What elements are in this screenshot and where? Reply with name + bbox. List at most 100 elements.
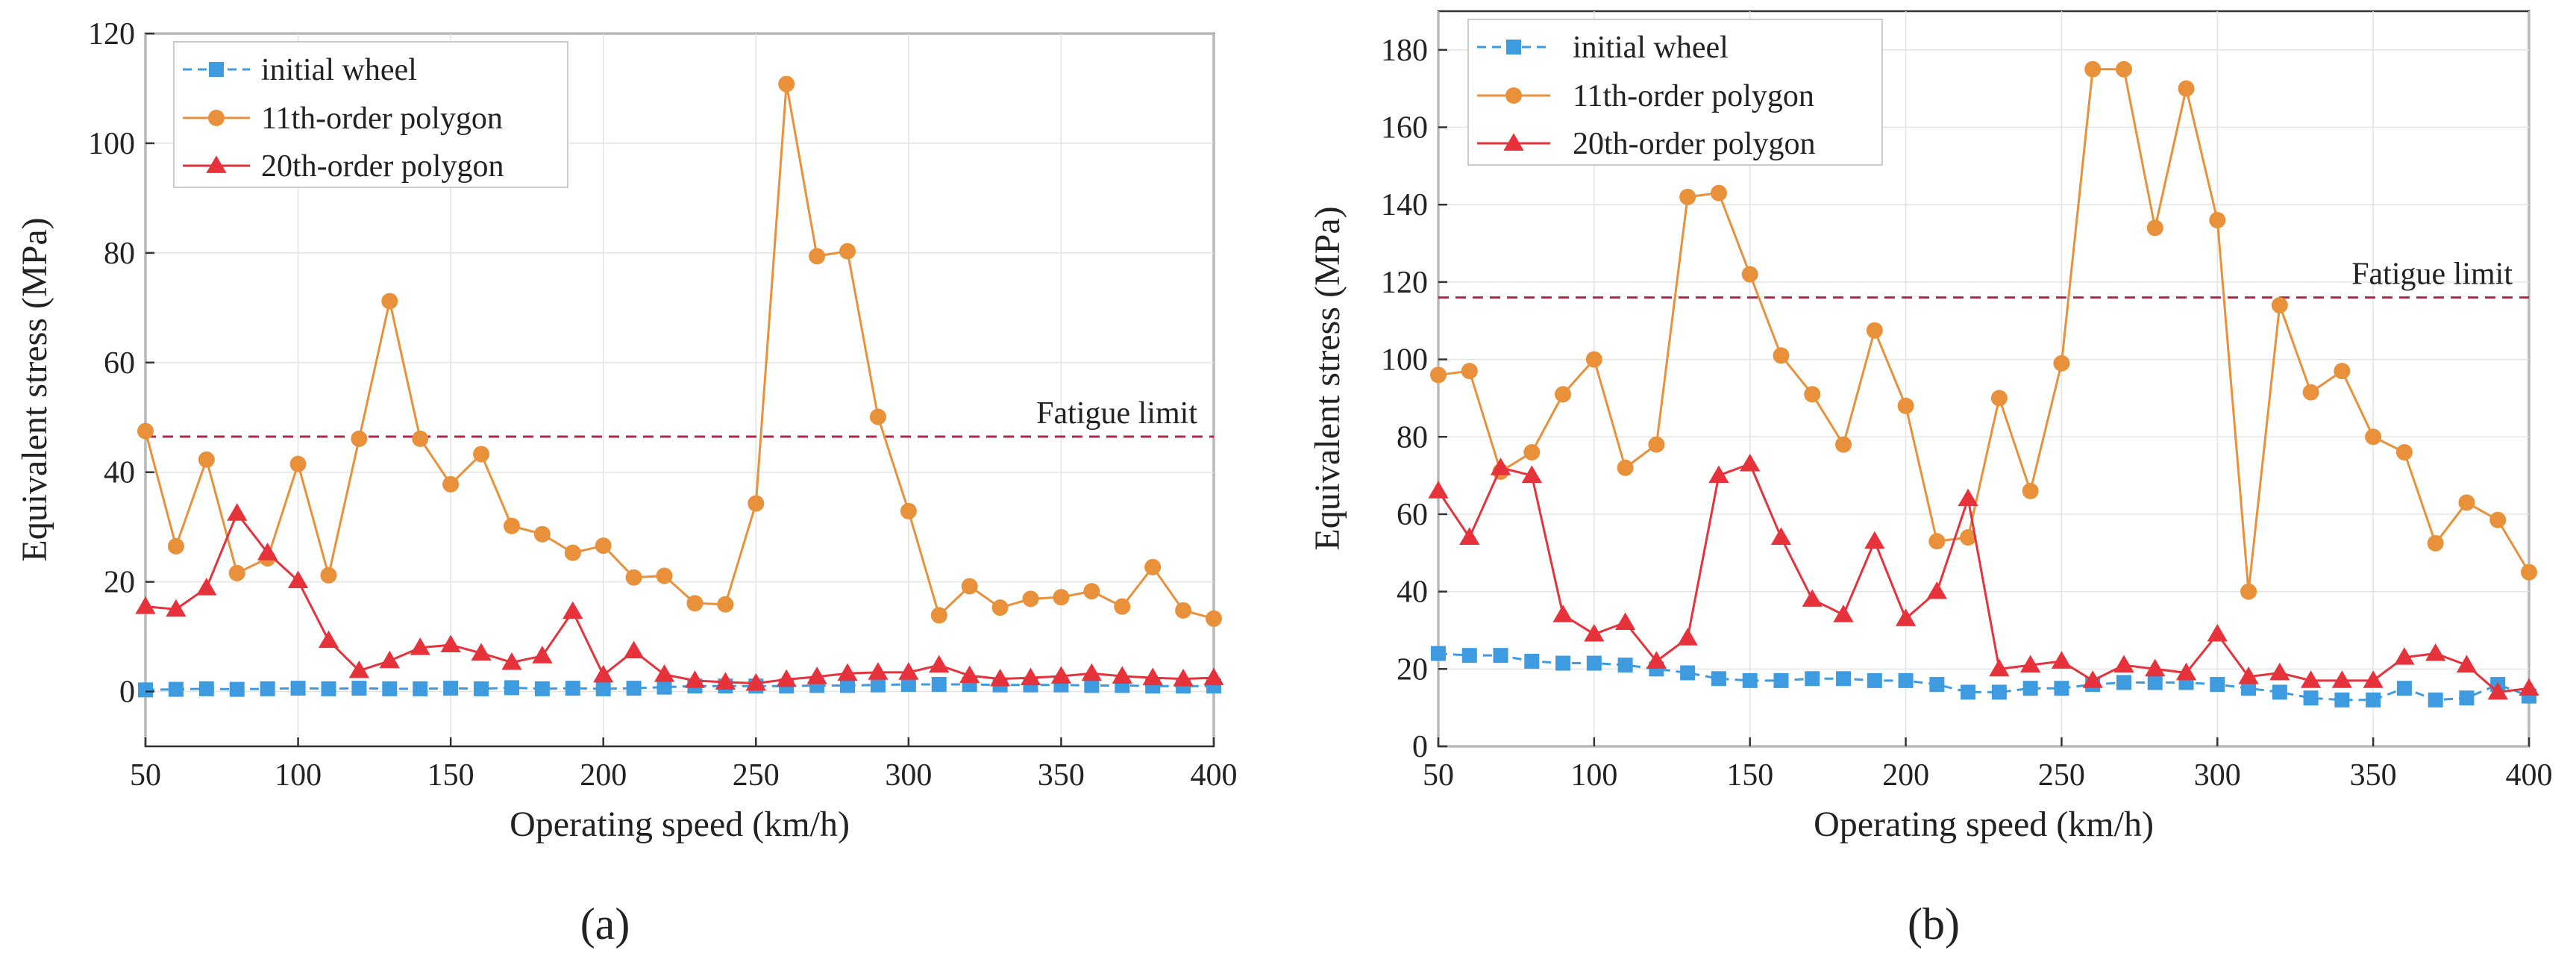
point-initial-wheel-b [1524, 653, 1540, 669]
point-20th-order-polygon-a [440, 634, 461, 652]
point-initial-wheel-a [870, 677, 886, 693]
legend-b: initial wheel 11th-order polygon 20th-or… [1467, 19, 1883, 166]
point-11th-order-polygon-a [686, 595, 703, 612]
x-tick-label: 100 [1570, 758, 1617, 793]
point-initial-wheel-a [443, 681, 459, 696]
point-20th-order-polygon-b [2487, 681, 2508, 700]
point-11th-order-polygon-b [1523, 444, 1541, 460]
legend-text-20th-order-a: 20th-order polygon [261, 149, 504, 184]
point-11th-order-polygon-b [2427, 534, 2444, 552]
point-11th-order-polygon-a [320, 566, 337, 584]
point-11th-order-polygon-b [1928, 533, 1946, 550]
y-tick-label: 80 [104, 237, 135, 271]
point-11th-order-polygon-b [1804, 386, 1821, 403]
point-initial-wheel-a [351, 681, 367, 696]
point-20th-order-polygon-b [1864, 531, 1885, 549]
point-11th-order-polygon-b [2053, 355, 2070, 372]
point-20th-order-polygon-b [2020, 655, 2041, 673]
point-initial-wheel-b [2022, 681, 2038, 696]
point-20th-order-polygon-b [2113, 655, 2134, 673]
y-tick-label: 140 [1381, 188, 1428, 222]
point-11th-order-polygon-b [2178, 80, 2195, 97]
x-axis-label-a: Operating speed (km/h) [510, 805, 850, 844]
point-20th-order-polygon-a [1050, 666, 1072, 684]
point-20th-order-polygon-a [959, 665, 980, 684]
point-20th-order-polygon-b [2425, 643, 2446, 661]
point-initial-wheel-b [2303, 690, 2319, 706]
point-initial-wheel-b [1867, 672, 1882, 688]
point-initial-wheel-a [138, 682, 153, 698]
point-initial-wheel-b [1805, 671, 1820, 687]
point-20th-order-polygon-a [1081, 663, 1102, 681]
point-initial-wheel-a [900, 676, 916, 692]
point-20th-order-polygon-a [1142, 667, 1163, 686]
legend-marker-11th-order-a [208, 110, 225, 126]
point-11th-order-polygon-b [1648, 436, 1665, 453]
y-tick-label: 120 [1381, 266, 1428, 300]
point-initial-wheel-a [382, 681, 398, 696]
point-20th-order-polygon-a [379, 650, 400, 669]
point-11th-order-polygon-b [2271, 297, 2288, 313]
point-11th-order-polygon-a [137, 422, 154, 440]
point-20th-order-polygon-a [868, 662, 889, 680]
point-20th-order-polygon-a [227, 503, 248, 521]
point-20th-order-polygon-b [2238, 666, 2259, 684]
legend-marker-initial-wheel-b [1506, 40, 1521, 54]
legend-marker-11th-order-b [1505, 87, 1522, 104]
point-20th-order-polygon-b [2145, 658, 2166, 677]
point-11th-order-polygon-a [1053, 589, 1070, 606]
point-11th-order-polygon-a [900, 502, 917, 519]
panel-label-b: (b) [1908, 899, 1960, 949]
x-tick-label: 350 [2350, 758, 2397, 793]
y-tick-label: 180 [1381, 34, 1428, 68]
y-tick-label: 100 [88, 127, 135, 161]
point-20th-order-polygon-b [1802, 589, 1823, 607]
point-initial-wheel-b [1586, 655, 1602, 671]
x-tick-label: 150 [427, 758, 474, 793]
point-20th-order-polygon-a [532, 646, 553, 664]
point-initial-wheel-b [2210, 677, 2225, 693]
point-11th-order-polygon-a [717, 596, 734, 613]
legend-text-11th-order-b: 11th-order polygon [1573, 79, 1814, 113]
point-11th-order-polygon-b [2022, 482, 2039, 499]
point-20th-order-polygon-b [1958, 488, 1978, 507]
point-20th-order-polygon-a [593, 664, 614, 683]
point-initial-wheel-a [1084, 678, 1100, 693]
point-11th-order-polygon-b [2489, 511, 2507, 528]
chart-b: Fatigue limit 50 100 150 200 250 300 350 400 0 20… [1308, 10, 2553, 949]
y-tick-label: 20 [1397, 652, 1428, 687]
legend-marker-20th-order-a [206, 155, 227, 173]
point-11th-order-polygon-b [2084, 60, 2102, 78]
point-initial-wheel-a [504, 680, 519, 696]
x-tick-label: 200 [1882, 758, 1929, 793]
point-initial-wheel-b [2116, 675, 2131, 690]
point-20th-order-polygon-b [2082, 670, 2103, 688]
point-20th-order-polygon-b [2175, 662, 2197, 681]
point-11th-order-polygon-b [1430, 366, 1447, 384]
point-11th-order-polygon-b [2334, 363, 2351, 380]
y-tick-label: 60 [1397, 498, 1428, 532]
y-axis-label-b: Equivalent stress (MPa) [1308, 206, 1347, 550]
point-initial-wheel-b [2428, 692, 2443, 708]
point-20th-order-polygon-a [837, 663, 858, 681]
point-11th-order-polygon-a [930, 607, 947, 624]
point-20th-order-polygon-b [2519, 678, 2539, 696]
point-20th-order-polygon-a [989, 669, 1011, 687]
point-20th-order-polygon-a [562, 601, 583, 619]
point-11th-order-polygon-a [167, 537, 184, 555]
point-11th-order-polygon-b [1741, 266, 1758, 283]
point-11th-order-polygon-a [656, 567, 673, 584]
x-tick-label: 250 [2038, 758, 2085, 793]
point-11th-order-polygon-b [1835, 436, 1852, 453]
point-20th-order-polygon-a [287, 570, 309, 589]
point-20th-order-polygon-a [1112, 666, 1132, 684]
point-initial-wheel-b [1898, 672, 1914, 688]
point-20th-order-polygon-a [1173, 669, 1194, 687]
point-11th-order-polygon-b [2115, 60, 2132, 78]
y-tick-label: 60 [104, 346, 135, 381]
point-11th-order-polygon-b [2395, 444, 2413, 460]
y-axis-label-a: Equivalent stress (MPa) [15, 217, 54, 561]
point-initial-wheel-b [1617, 658, 1633, 673]
x-tick-label: 100 [275, 758, 322, 793]
